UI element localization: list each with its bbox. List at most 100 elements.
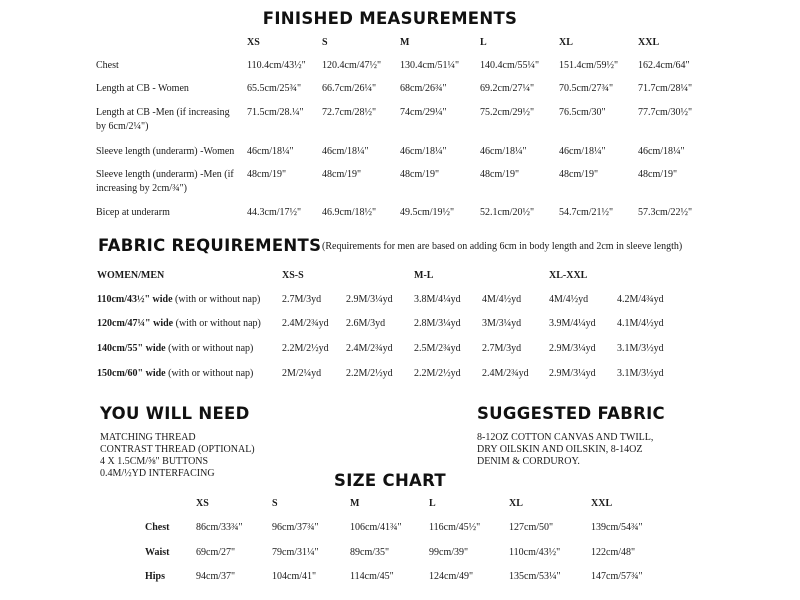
measurement-cell: 49.5cm/19½" xyxy=(400,207,455,218)
size-header: M xyxy=(350,498,360,509)
size-cell: 147cm/57¾" xyxy=(591,571,643,582)
fabric-nap: (with or without nap) xyxy=(165,343,254,354)
fabric-cell: 2.2M/2½yd xyxy=(346,368,393,379)
fabric-width: 140cm/55" wide xyxy=(97,343,166,354)
suggested-fabric-text: 8-12OZ COTTON CANVAS AND TWILL, DRY OILS… xyxy=(477,432,653,468)
fabric-width-label: 150cm/60" wide (with or without nap) xyxy=(97,368,253,380)
measurement-cell: 48cm/19" xyxy=(400,169,440,180)
measurement-cell: 140.4cm/55¼" xyxy=(480,60,540,71)
measurement-cell: 48cm/19" xyxy=(247,169,287,180)
you-will-need-list: MATCHING THREAD CONTRAST THREAD (OPTIONA… xyxy=(100,432,255,480)
measurement-cell: 69.2cm/27¼" xyxy=(480,83,535,94)
fabric-cell: 2.8M/3¼yd xyxy=(414,318,461,329)
fabric-cell: 3.1M/3½yd xyxy=(617,368,664,379)
fabric-width: 150cm/60" wide xyxy=(97,368,166,379)
fabric-cell: 2.4M/2¾yd xyxy=(282,318,329,329)
fabric-cell: 2.4M/2¾yd xyxy=(346,343,393,354)
suggested-fabric-title: SUGGESTED FABRIC xyxy=(477,404,665,423)
fabric-requirements-title: FABRIC REQUIREMENTS xyxy=(98,236,322,255)
fabric-cell: 2M/2¼yd xyxy=(282,368,322,379)
fabric-cell: 2.4M/2¾yd xyxy=(482,368,529,379)
measurement-cell: 46cm/18¼" xyxy=(322,146,369,157)
size-cell: 124cm/49" xyxy=(429,571,474,582)
row-label: increasing by 2cm/¾") xyxy=(96,183,188,194)
fabric-width: 120cm/47¼" wide xyxy=(97,318,174,329)
row-label: Length at CB - Women xyxy=(96,83,189,94)
fabric-nap: (with or without nap) xyxy=(172,294,261,305)
size-header: S xyxy=(272,498,278,509)
measurement-cell: 77.7cm/30½" xyxy=(638,107,693,118)
size-header: L xyxy=(480,37,487,48)
row-label: Hips xyxy=(145,571,166,582)
fabric-cell: 2.7M/3yd xyxy=(482,343,522,354)
fabric-nap: (with or without nap) xyxy=(173,318,261,329)
measurement-cell: 66.7cm/26¼" xyxy=(322,83,377,94)
fabric-cell: 3M/3¼yd xyxy=(482,318,522,329)
fabric-cell: 2.7M/3yd xyxy=(282,294,322,305)
size-header: XL xyxy=(509,498,523,509)
size-cell: 110cm/43½" xyxy=(509,547,561,558)
size-header: L xyxy=(429,498,436,509)
size-cell: 104cm/41" xyxy=(272,571,317,582)
fabric-cell: 3.1M/3½yd xyxy=(617,343,664,354)
measurement-cell: 151.4cm/59½" xyxy=(559,60,619,71)
fabric-cell: 2.9M/3¼yd xyxy=(346,294,393,305)
size-header: M xyxy=(400,37,410,48)
suggested-line: DENIM & CORDUROY. xyxy=(477,456,580,467)
measurement-cell: 54.7cm/21½" xyxy=(559,207,614,218)
you-will-need-title: YOU WILL NEED xyxy=(100,404,250,423)
measurement-cell: 44.3cm/17½" xyxy=(247,207,302,218)
fabric-width-label: 120cm/47¼" wide (with or without nap) xyxy=(97,318,261,330)
row-label: Length at CB -Men (if increasing xyxy=(96,107,230,118)
need-item: 4 X 1.5CM/⅝" BUTTONS xyxy=(100,456,209,467)
fabric-cell: 4M/4½yd xyxy=(549,294,589,305)
size-cell: 122cm/48" xyxy=(591,547,636,558)
measurement-cell: 48cm/19" xyxy=(559,169,599,180)
measurement-cell: 48cm/19" xyxy=(638,169,678,180)
suggested-line: DRY OILSKIN AND OILSKIN, 8-14OZ xyxy=(477,444,643,455)
fabric-cell: 2.2M/2½yd xyxy=(282,343,329,354)
measurement-cell: 75.2cm/29½" xyxy=(480,107,535,118)
fabric-cell: 2.2M/2½yd xyxy=(414,368,461,379)
fabric-width-label: 140cm/55" wide (with or without nap) xyxy=(97,343,253,355)
measurement-cell: 162.4cm/64" xyxy=(638,60,690,71)
need-item: MATCHING THREAD xyxy=(100,432,196,443)
size-chart-title: SIZE CHART xyxy=(334,471,446,490)
fabric-cell: 2.9M/3¼yd xyxy=(549,343,596,354)
measurement-cell: 71.7cm/28¼" xyxy=(638,83,693,94)
fabric-cell: 4.1M/4½yd xyxy=(617,318,664,329)
size-cell: 114cm/45" xyxy=(350,571,394,582)
fabric-requirements-note: (Requirements for men are based on addin… xyxy=(322,241,683,252)
fabric-cell: 4M/4½yd xyxy=(482,294,522,305)
fabric-cell: 2.6M/3yd xyxy=(346,318,386,329)
measurement-cell: 71.5cm/28.¼" xyxy=(247,107,304,118)
size-cell: 79cm/31¼" xyxy=(272,547,319,558)
measurement-cell: 120.4cm/47½" xyxy=(322,60,382,71)
row-label: Sleeve length (underarm) -Women xyxy=(96,146,235,157)
measurement-cell: 46cm/18¼" xyxy=(559,146,606,157)
measurement-cell: 110.4cm/43½" xyxy=(247,60,306,71)
measurement-cell: 46cm/18¼" xyxy=(400,146,447,157)
fabric-width: 110cm/43½" wide xyxy=(97,294,173,305)
size-header: S xyxy=(322,37,328,48)
measurement-cell: 57.3cm/22½" xyxy=(638,207,693,218)
size-cell: 139cm/54¾" xyxy=(591,522,643,533)
fabric-cell: 3.8M/4¼yd xyxy=(414,294,461,305)
size-cell: 86cm/33¾" xyxy=(196,522,243,533)
need-item: CONTRAST THREAD (OPTIONAL) xyxy=(100,444,255,455)
row-label: Waist xyxy=(145,547,170,558)
fabric-width-label: 110cm/43½" wide (with or without nap) xyxy=(97,294,260,306)
size-cell: 127cm/50" xyxy=(509,522,554,533)
size-cell: 94cm/37" xyxy=(196,571,236,582)
size-header: XXL xyxy=(638,37,660,48)
size-cell: 89cm/35" xyxy=(350,547,390,558)
size-header: XXL xyxy=(591,498,613,509)
measurement-cell: 46cm/18¼" xyxy=(480,146,527,157)
size-cell: 99cm/39" xyxy=(429,547,469,558)
row-label: by 6cm/2¼") xyxy=(96,121,149,132)
fabric-cell: 4.2M/4¾yd xyxy=(617,294,664,305)
measurement-cell: 46cm/18¼" xyxy=(247,146,294,157)
measurement-cell: 46.9cm/18½" xyxy=(322,207,377,218)
fabric-group-header: XL-XXL xyxy=(549,270,588,281)
row-label: Sleeve length (underarm) -Men (if xyxy=(96,169,234,180)
